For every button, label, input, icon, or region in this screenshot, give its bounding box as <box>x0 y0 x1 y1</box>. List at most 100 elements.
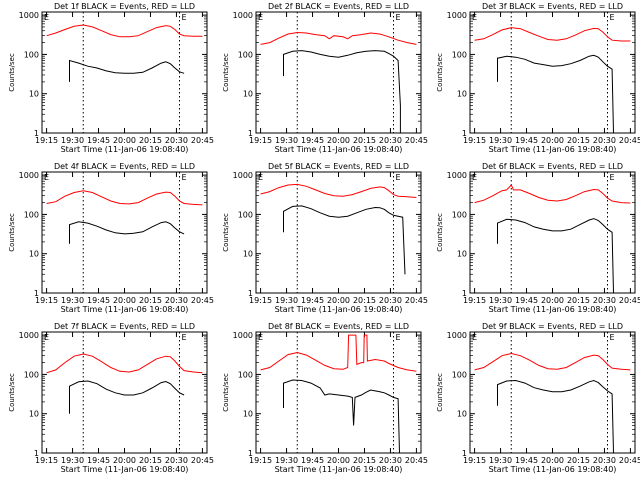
y-tick-label: 100 <box>24 210 39 219</box>
panel-det-2: Det 2f BLACK = Events, RED = LLD 1 10 100 10… <box>222 2 428 154</box>
y-tick-label: 1 <box>462 129 467 138</box>
x-tick-label: 20:30 <box>593 456 616 465</box>
x-axis-label: Start Time (11-Jan-06 19:08:40) <box>61 305 189 314</box>
series-line-lld <box>260 31 417 45</box>
x-tick-label: 19:45 <box>515 456 538 465</box>
y-tick-label: 10 <box>29 410 39 419</box>
x-tick-label: 20:30 <box>379 296 402 305</box>
y-tick-label: 1000 <box>19 331 39 340</box>
plot-frame <box>469 171 636 294</box>
x-axis-label: Start Time (11-Jan-06 19:08:40) <box>275 145 403 154</box>
x-tick-label: 19:45 <box>301 456 324 465</box>
panel-title: Det 8f BLACK = Events, RED = LLD <box>268 322 409 331</box>
series-line-lld <box>260 334 417 372</box>
x-tick-label: 20:00 <box>113 456 136 465</box>
x-tick-label: 19:30 <box>275 456 298 465</box>
series-line-lld <box>46 24 203 38</box>
x-tick-label: 20:00 <box>327 296 350 305</box>
y-tick-label: 100 <box>238 370 253 379</box>
panel-title: Det 2f BLACK = Events, RED = LLD <box>268 2 409 11</box>
x-tick-label: 19:30 <box>489 136 512 145</box>
x-tick-label: 20:00 <box>113 136 136 145</box>
panel-title: Det 1f BLACK = Events, RED = LLD <box>54 2 195 11</box>
y-tick-label: 100 <box>238 50 253 59</box>
series-line-lld <box>474 184 631 204</box>
marker-label: E <box>472 333 477 342</box>
x-tick-label: 20:15 <box>567 456 590 465</box>
y-axis-label: Counts/sec <box>8 53 16 92</box>
y-tick-label: 100 <box>452 210 467 219</box>
panel-title: Det 3f BLACK = Events, RED = LLD <box>482 2 623 11</box>
x-tick-label: 19:30 <box>275 296 298 305</box>
x-axis-label: Start Time (11-Jan-06 19:08:40) <box>489 465 617 474</box>
x-tick-label: 20:30 <box>165 136 188 145</box>
y-tick-label: 1000 <box>233 171 253 180</box>
y-tick-label: 1 <box>248 449 253 458</box>
x-tick-label: 20:15 <box>139 296 162 305</box>
y-tick-label: 10 <box>457 250 467 259</box>
marker-label: E <box>258 13 263 22</box>
x-tick-label: 19:30 <box>61 456 84 465</box>
x-tick-label: 20:00 <box>327 136 350 145</box>
x-tick-label: 20:30 <box>379 456 402 465</box>
y-tick-label: 100 <box>452 50 467 59</box>
x-tick-label: 19:15 <box>463 296 486 305</box>
x-tick-label: 20:00 <box>327 456 350 465</box>
x-tick-label: 19:15 <box>249 456 272 465</box>
y-tick-label: 10 <box>29 250 39 259</box>
y-tick-label: 10 <box>29 90 39 99</box>
x-axis-label: Start Time (11-Jan-06 19:08:40) <box>275 465 403 474</box>
y-tick-label: 1 <box>462 289 467 298</box>
y-axis-label: Counts/sec <box>8 373 16 412</box>
y-tick-label: 1 <box>34 449 39 458</box>
plot-frame <box>41 171 208 294</box>
series-line-events <box>497 54 614 133</box>
series-line-lld <box>46 353 203 374</box>
panel-det-4: Det 4f BLACK = Events, RED = LLD 1 10 100 10… <box>8 162 214 314</box>
y-tick-label: 10 <box>243 410 253 419</box>
x-tick-label: 19:15 <box>35 456 58 465</box>
y-tick-label: 10 <box>457 90 467 99</box>
y-tick-label: 100 <box>238 210 253 219</box>
y-tick-label: 1 <box>462 449 467 458</box>
x-tick-label: 19:45 <box>515 136 538 145</box>
panel-det-9: Det 9f BLACK = Events, RED = LLD 1 10 100 10… <box>436 322 640 474</box>
plot-frame <box>255 171 422 294</box>
series-line-lld <box>474 352 631 371</box>
x-tick-label: 20:30 <box>165 456 188 465</box>
y-axis-label: Counts/sec <box>222 53 230 92</box>
x-tick-label: 20:45 <box>405 296 428 305</box>
x-tick-label: 19:45 <box>301 136 324 145</box>
x-tick-label: 19:15 <box>249 296 272 305</box>
marker-label: E <box>472 173 477 182</box>
marker-label: E <box>182 333 187 342</box>
plot-frame <box>469 11 636 134</box>
x-tick-label: 19:15 <box>463 456 486 465</box>
y-tick-label: 1 <box>34 289 39 298</box>
y-tick-label: 1 <box>34 129 39 138</box>
x-tick-label: 20:30 <box>593 136 616 145</box>
x-tick-label: 20:15 <box>353 456 376 465</box>
series-line-events <box>283 205 406 275</box>
x-tick-label: 19:15 <box>35 296 58 305</box>
y-axis-label: Counts/sec <box>436 373 444 412</box>
marker-label: E <box>610 173 615 182</box>
marker-label: E <box>44 333 49 342</box>
y-tick-label: 10 <box>457 410 467 419</box>
y-tick-label: 1000 <box>19 171 39 180</box>
x-tick-label: 20:45 <box>191 296 214 305</box>
panel-title: Det 5f BLACK = Events, RED = LLD <box>268 162 409 171</box>
panel-det-5: Det 5f BLACK = Events, RED = LLD 1 10 100 10… <box>222 162 428 314</box>
x-tick-label: 19:30 <box>275 136 298 145</box>
x-axis-label: Start Time (11-Jan-06 19:08:40) <box>61 145 189 154</box>
panel-title: Det 9f BLACK = Events, RED = LLD <box>482 322 623 331</box>
panel-det-1: Det 1f BLACK = Events, RED = LLD 1 10 100 10… <box>8 2 214 154</box>
panel-title: Det 6f BLACK = Events, RED = LLD <box>482 162 623 171</box>
x-tick-label: 20:30 <box>379 136 402 145</box>
y-tick-label: 1000 <box>233 11 253 20</box>
y-tick-label: 1 <box>248 289 253 298</box>
x-tick-label: 20:45 <box>405 136 428 145</box>
marker-label: E <box>258 333 263 342</box>
y-tick-label: 1000 <box>447 331 467 340</box>
